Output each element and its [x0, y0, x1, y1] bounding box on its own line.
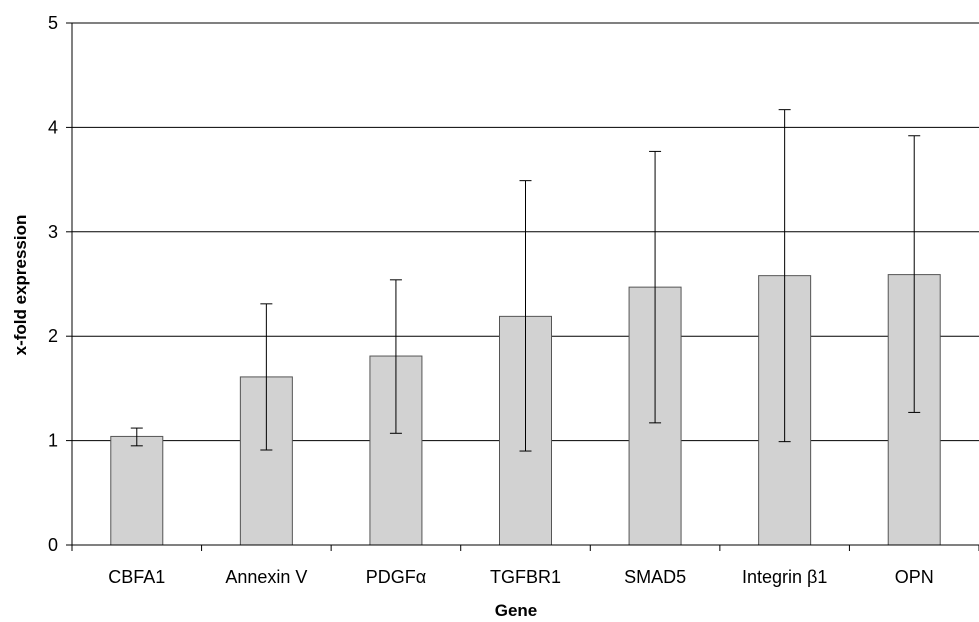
tick-labels: 0 1 2 3 4 5 CBFA1 Annexin V PDGFα TGFBR1 SMAD5 Inte… [48, 13, 934, 587]
x-tick-label: SMAD5 [624, 567, 686, 587]
y-tick-label: 4 [48, 117, 58, 137]
y-tick-label: 5 [48, 13, 58, 33]
x-tick-label: TGFBR1 [490, 567, 561, 587]
error-bar [389, 279, 402, 434]
error-bars [130, 109, 921, 452]
error-bar [260, 303, 273, 451]
error-bar [130, 427, 143, 447]
y-axis-label: x-fold expression [11, 215, 30, 356]
bars [110, 274, 941, 546]
x-tick-label: PDGFα [366, 567, 426, 587]
bar-cbfa1 [110, 435, 164, 546]
y-tick-label: 1 [48, 431, 58, 451]
x-axis-label: Gene [495, 601, 538, 620]
axes [66, 22, 979, 551]
error-bar [649, 150, 662, 424]
error-bar [778, 109, 791, 443]
error-bar [519, 180, 532, 452]
y-tick-label: 3 [48, 222, 58, 242]
x-tick-label: OPN [895, 567, 934, 587]
y-tick-label: 0 [48, 535, 58, 555]
x-tick-label: Integrin β1 [742, 567, 827, 587]
x-tick-label: Annexin V [225, 567, 307, 587]
y-tick-label: 2 [48, 326, 58, 346]
error-bar [908, 135, 921, 413]
x-tick-label: CBFA1 [108, 567, 165, 587]
